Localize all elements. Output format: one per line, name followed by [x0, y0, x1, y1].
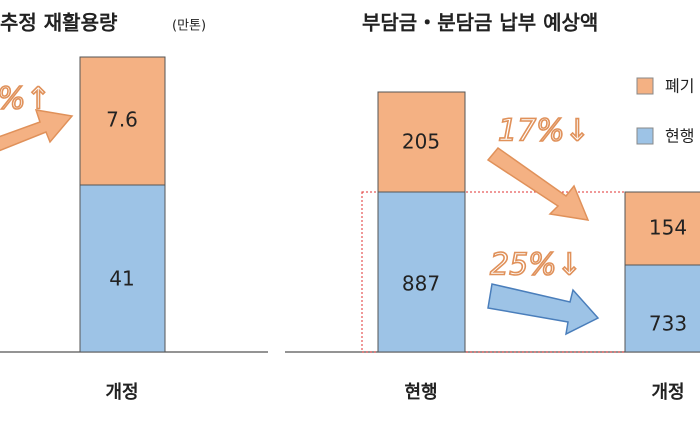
bar-segment	[377, 191, 466, 353]
panel-title: 부담금・분담금 납부 예상액	[362, 11, 598, 35]
bar-segment	[79, 56, 166, 186]
segment-label: 887	[402, 272, 440, 296]
segment-label: 733	[649, 312, 687, 336]
bar-segment	[377, 91, 466, 193]
legend-label: 현행	[665, 127, 694, 146]
segment-label: 41	[109, 267, 134, 291]
legend-label: 폐기	[665, 77, 694, 96]
panel-title: 추정 재활용량	[0, 11, 118, 35]
change-annotation: 17%↓	[498, 114, 590, 149]
change-annotation: 25%↓	[490, 248, 582, 283]
segment-label: 7.6	[106, 108, 138, 132]
arrow	[0, 109, 74, 152]
category-label: 개정	[105, 382, 138, 403]
category-label: 개정	[651, 382, 684, 403]
bar-segment	[624, 264, 700, 353]
bar-segment	[79, 184, 166, 353]
change-annotation: 0%↑	[0, 82, 51, 117]
legend-swatch	[636, 127, 654, 145]
highlight-box	[361, 191, 700, 353]
segment-label: 154	[649, 216, 687, 240]
category-label: 현행	[404, 382, 437, 403]
arrow	[486, 146, 590, 221]
segment-label: 205	[402, 130, 440, 154]
unit-label: (만톤)	[172, 19, 206, 34]
legend-swatch	[636, 77, 654, 95]
arrow	[487, 283, 600, 336]
